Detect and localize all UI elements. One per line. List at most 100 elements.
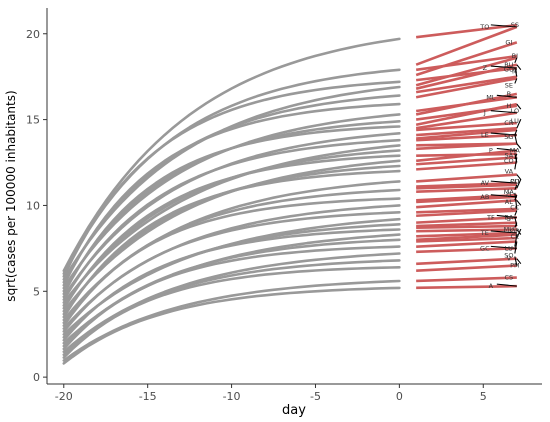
- y-tick-label: 20: [26, 28, 40, 41]
- label-leader-group: [490, 24, 522, 287]
- label-leader: [516, 174, 522, 180]
- x-tick-label: -15: [139, 390, 157, 403]
- projection-line: [416, 156, 517, 166]
- series-label: TE: [480, 229, 489, 237]
- y-tick-label: 10: [26, 199, 40, 212]
- projection-line: [416, 257, 517, 266]
- projection-line: [415, 77, 518, 99]
- label-leader: [496, 94, 517, 98]
- observed-line: [62, 37, 401, 273]
- projection-line: [415, 41, 518, 77]
- projection-line: [415, 92, 518, 116]
- x-axis-label: day: [282, 403, 306, 418]
- series-label: V: [507, 255, 512, 263]
- label-leader: [514, 216, 518, 227]
- projection-line: [416, 161, 517, 171]
- observed-line: [62, 138, 401, 302]
- label-leader: [490, 24, 517, 28]
- label-leader: [490, 180, 517, 184]
- label-leader: [514, 184, 518, 191]
- label-leader: [490, 132, 517, 136]
- projection-line: [415, 54, 518, 72]
- series-label: CE: [511, 232, 520, 240]
- label-leader: [490, 245, 517, 249]
- series-label: LU: [511, 117, 519, 125]
- series-label: AV: [481, 179, 490, 187]
- label-leader: [516, 64, 522, 71]
- series-label: SA: [504, 152, 513, 160]
- x-tick-label: -10: [223, 390, 241, 403]
- label-leader: [516, 118, 522, 129]
- label-leader: [490, 194, 517, 198]
- y-tick-label: 15: [26, 114, 40, 127]
- projection-line: [416, 149, 517, 163]
- series-label: LE: [481, 131, 489, 139]
- series-label: BA: [504, 214, 513, 222]
- x-tick-label: 0: [396, 390, 403, 403]
- projection-line: [415, 25, 518, 66]
- y-tick-label: 5: [33, 285, 40, 298]
- observed-line: [62, 125, 401, 296]
- label-leader: [516, 103, 522, 110]
- series-label: MU: [504, 226, 515, 234]
- observed-line: [62, 169, 401, 319]
- projection-line: [415, 23, 517, 39]
- projection-line: [416, 181, 517, 188]
- series-label: A: [489, 282, 494, 290]
- label-leader: [514, 241, 518, 254]
- series-label: PM: [510, 262, 520, 270]
- projection-line: [416, 233, 517, 242]
- label-leader: [516, 199, 522, 206]
- series-label: PO: [510, 177, 519, 185]
- projection-line: [416, 216, 517, 224]
- series-label: TF: [486, 213, 495, 221]
- projection-line: [415, 75, 518, 94]
- label-leader: [490, 110, 517, 114]
- series-label: OR: [510, 227, 520, 235]
- label-leader: [516, 179, 522, 189]
- projection-line: [416, 121, 517, 132]
- series-label: BI: [512, 52, 518, 60]
- label-leader: [496, 283, 517, 287]
- series-label: H: [506, 102, 511, 110]
- observed-line: [62, 211, 401, 333]
- label-leader: [514, 134, 518, 144]
- series-label: MA: [510, 147, 521, 155]
- label-leader: [516, 143, 522, 149]
- projection-line: [416, 240, 517, 248]
- observed-line: [62, 259, 401, 357]
- label-leader: [514, 256, 518, 266]
- label-leader: [514, 234, 518, 247]
- x-tick-label: -20: [55, 390, 73, 403]
- projection-line: [416, 195, 517, 204]
- projection-line: [416, 173, 517, 183]
- series-label: AL: [505, 198, 513, 206]
- series-label: ML: [486, 93, 496, 101]
- series-label: B: [507, 90, 511, 98]
- projection-line: [416, 231, 517, 238]
- label-leader: [496, 147, 517, 152]
- label-leader: [514, 153, 518, 163]
- projection-line: [416, 128, 517, 140]
- series-label: LO: [511, 107, 520, 115]
- observed-line: [62, 228, 401, 342]
- series-label: GC: [480, 244, 490, 252]
- projection-line: [416, 126, 517, 137]
- label-leader: [514, 78, 518, 84]
- projection-line: [416, 198, 517, 209]
- projection-line: [416, 221, 517, 228]
- projection-line: [416, 228, 517, 233]
- projection-line: [416, 264, 517, 272]
- label-leader: [514, 67, 518, 77]
- label-leader: [516, 229, 522, 235]
- series-label: SG: [504, 133, 513, 141]
- label-leader: [514, 210, 518, 216]
- series-label: T: [506, 133, 511, 141]
- series-label: GU: [504, 66, 514, 74]
- series-label: P: [489, 147, 493, 155]
- series-label: VA: [505, 167, 514, 175]
- series-label: J: [483, 109, 486, 117]
- label-leader: [490, 230, 517, 234]
